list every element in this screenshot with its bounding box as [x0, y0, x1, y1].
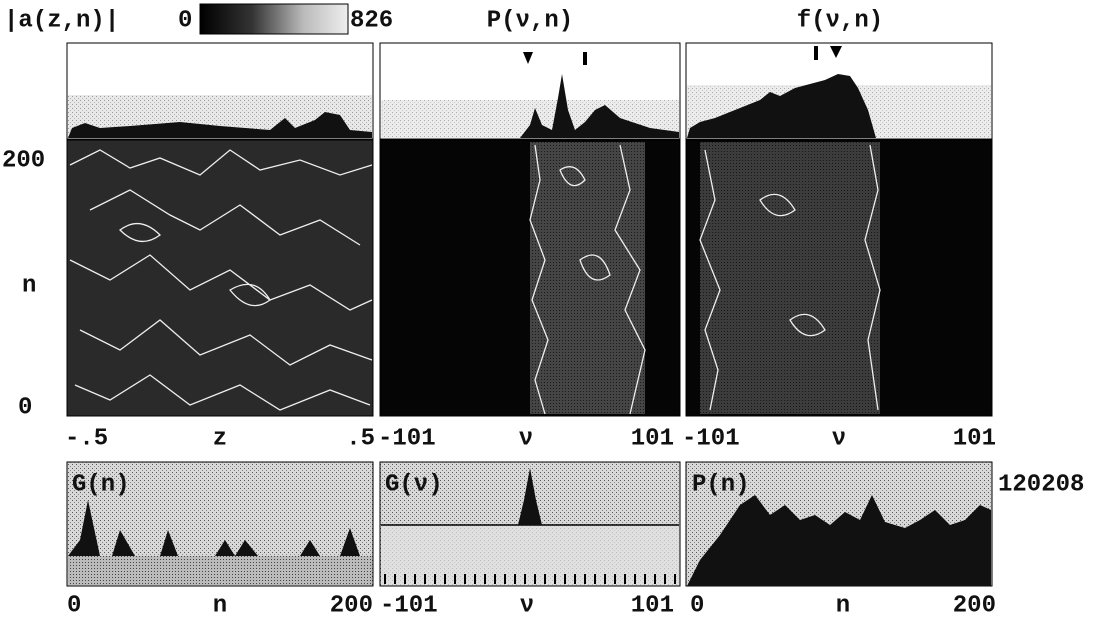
shading: [68, 556, 372, 585]
side-label: 120208: [998, 471, 1084, 498]
profile-panel: [66, 42, 374, 140]
x-axis-label: n: [836, 592, 850, 619]
contour-panel: [66, 139, 374, 417]
marker: [830, 46, 842, 58]
profile: [520, 74, 679, 138]
profile: [518, 468, 542, 525]
x-axis-max: 200: [330, 592, 373, 619]
y-axis-bottom: 0: [18, 394, 32, 421]
x-axis-min: -101: [378, 425, 436, 452]
profile: [687, 495, 991, 586]
x-axis-label: ν: [832, 425, 846, 452]
colorbar: [199, 3, 349, 35]
marker: [583, 52, 587, 65]
profile: [687, 74, 876, 138]
x-axis-max: 101: [631, 425, 674, 452]
panel-title: G(ν): [385, 471, 443, 498]
x-axis-min: 0: [690, 592, 704, 619]
marker: [814, 46, 818, 60]
shading: [700, 142, 880, 414]
contour-panel: [685, 139, 993, 417]
x-axis-min: 0: [67, 592, 81, 619]
bottom-panel: [685, 461, 993, 587]
contour-panel: [379, 139, 681, 417]
x-axis-max: 200: [953, 592, 996, 619]
profile: [68, 112, 372, 138]
tick-marks: [384, 574, 676, 584]
profile: [68, 500, 360, 556]
x-axis-min: -101: [380, 592, 438, 619]
bottom-panel: [66, 461, 374, 587]
shading: [530, 142, 645, 414]
y-axis-label: n: [22, 272, 36, 299]
colorbar-max: 826: [350, 7, 393, 34]
x-axis-max: 101: [953, 425, 996, 452]
x-axis-max: 101: [631, 592, 674, 619]
colorbar-label: |a(z,n)|: [4, 7, 119, 34]
x-axis-max: .5: [346, 425, 375, 452]
x-axis-label: ν: [520, 592, 534, 619]
marker: [523, 52, 533, 64]
panel-title: P(n): [692, 471, 750, 498]
x-axis-label: z: [213, 425, 227, 452]
panel-title: G(n): [72, 471, 130, 498]
shading: [381, 525, 679, 585]
profile-panel: [685, 42, 993, 140]
x-axis-min: -101: [682, 425, 740, 452]
panel-title: P(ν,n): [487, 7, 573, 34]
x-axis-label: n: [213, 592, 227, 619]
x-axis-min: -.5: [65, 425, 108, 452]
bottom-panel: [379, 461, 681, 587]
y-axis-top: 200: [2, 147, 45, 174]
profile-panel: [379, 42, 681, 140]
panel-frame: [66, 139, 374, 417]
panel-title: f(ν,n): [797, 7, 883, 34]
colorbar-min: 0: [178, 7, 192, 34]
x-axis-label: ν: [519, 425, 533, 452]
